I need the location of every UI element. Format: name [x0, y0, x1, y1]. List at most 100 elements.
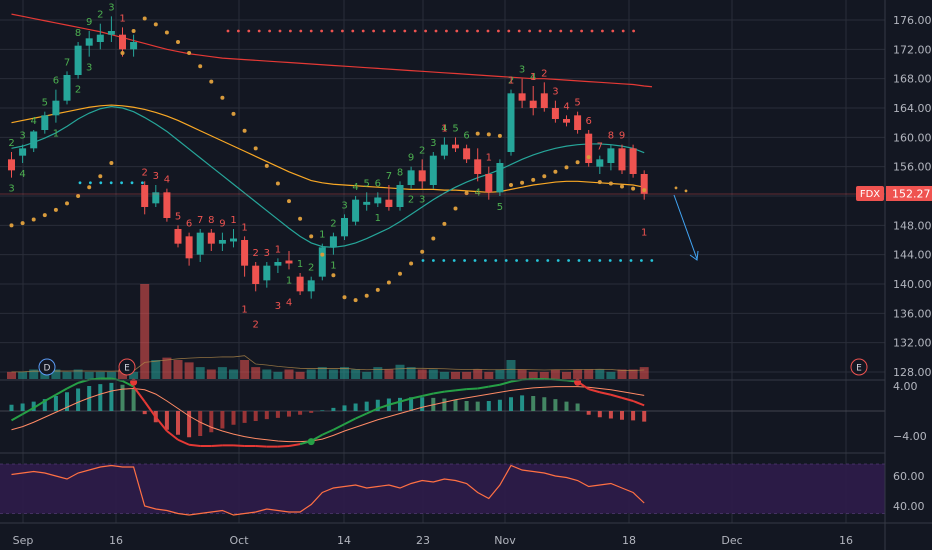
sar-dot [509, 183, 513, 187]
candle-body [63, 75, 71, 101]
support-2-dot [598, 259, 602, 262]
candle-body [607, 148, 615, 163]
price-candles[interactable] [8, 16, 648, 299]
candle-body [30, 131, 38, 149]
support-2-dot [463, 259, 466, 262]
resistance-dot [247, 29, 251, 33]
candle-body [141, 185, 149, 207]
support-2-dot [567, 259, 570, 262]
volume-bar [140, 284, 150, 379]
forecast-arrow[interactable] [673, 194, 699, 261]
candle-body [152, 192, 160, 204]
sar-dot [164, 30, 169, 35]
candle-body [8, 159, 15, 171]
macd-histogram-bar [120, 384, 125, 411]
candle [241, 236, 249, 277]
sar-dot [331, 273, 336, 278]
volume-bar [240, 360, 250, 379]
sar-dot [597, 180, 602, 185]
dividend-badge[interactable]: D [38, 358, 56, 376]
macd-histogram-bar [320, 410, 325, 411]
volume-bar [284, 369, 294, 379]
resistance-dot [601, 29, 604, 33]
candle [418, 159, 426, 189]
price-tick-label: 164.00 [893, 102, 932, 115]
macd-histogram-bar [475, 401, 480, 411]
candle-body [285, 260, 293, 264]
td-sequential-count: 9 [619, 131, 625, 142]
td-sequential-count: 1 [297, 259, 303, 270]
candle-body [130, 42, 138, 50]
candle [41, 111, 49, 134]
td-sequential-count: 1 [530, 72, 536, 83]
candle [374, 192, 382, 207]
volume-bar [195, 367, 205, 379]
candle [363, 192, 371, 211]
volume-bar [7, 371, 16, 379]
resistance-dot [632, 29, 635, 33]
volume-bar [617, 369, 627, 379]
td-sequential-count: 3 [264, 248, 270, 259]
macd-histogram-bar [187, 411, 192, 438]
macd-histogram-bar [409, 397, 414, 411]
price-tick-label: 128.00 [893, 366, 932, 379]
sar-dot [375, 287, 380, 292]
macd-line-segment [444, 389, 456, 393]
volume-bar [151, 360, 161, 379]
td-sequential-count: 2 [508, 76, 514, 87]
candle-body [396, 185, 404, 207]
support-2-dot [432, 259, 435, 262]
macd-signal-line [11, 386, 645, 443]
candle [396, 181, 404, 211]
macd-panel [0, 377, 885, 448]
td-sequential-count: 9 [408, 153, 414, 164]
volume-bar [373, 367, 383, 379]
sar-dot [631, 186, 636, 191]
ema_short-line [11, 105, 645, 248]
macd-line-segment [499, 380, 512, 386]
candle-body [107, 31, 115, 35]
macd-line-segment [610, 393, 623, 399]
td-sequential-count: 2 [419, 145, 425, 156]
candle [640, 170, 648, 200]
td-sequential-count: 8 [75, 28, 81, 39]
candle-body [618, 148, 626, 171]
candle-body [585, 133, 593, 163]
td-sequential-count: 6 [586, 116, 592, 127]
candle-body [352, 199, 360, 222]
candle [540, 82, 548, 112]
td-sequential-count: 4 [530, 72, 536, 83]
earnings-badge-upcoming[interactable]: E [850, 358, 868, 376]
sar-dot [586, 155, 591, 160]
macd-line-segment [455, 388, 467, 392]
candle [352, 196, 360, 226]
sar-dot [20, 221, 25, 226]
support-2-dot [577, 259, 581, 262]
macd-line-segment [143, 401, 157, 418]
candle [207, 229, 215, 251]
macd-histogram-bar [464, 401, 469, 411]
candle-body [551, 108, 559, 119]
candle-body [596, 159, 604, 167]
macd-histogram-bar [65, 392, 69, 411]
support-1-dot [89, 181, 92, 185]
price-tick-label: 144.00 [893, 249, 932, 262]
resistance-dot [569, 29, 573, 33]
td-sequential-count: 6 [375, 178, 381, 189]
candle-body [218, 240, 226, 244]
macd-histogram-bar [253, 411, 258, 421]
candle-body [296, 276, 304, 292]
td-sequential-count: 4 [475, 187, 481, 198]
td-sequential-count: 2 [541, 68, 547, 79]
macd-line-segment [366, 407, 379, 415]
volume-bar [428, 369, 438, 379]
macd-line-segment [11, 413, 24, 422]
moving-averages [11, 13, 653, 248]
candle-body [263, 265, 271, 281]
macd-histogram-bar [642, 411, 647, 422]
macd-histogram-bar [398, 397, 402, 411]
earnings-badge[interactable]: E [118, 358, 136, 376]
sar-dot [309, 234, 314, 239]
resistance-dot [559, 29, 563, 33]
